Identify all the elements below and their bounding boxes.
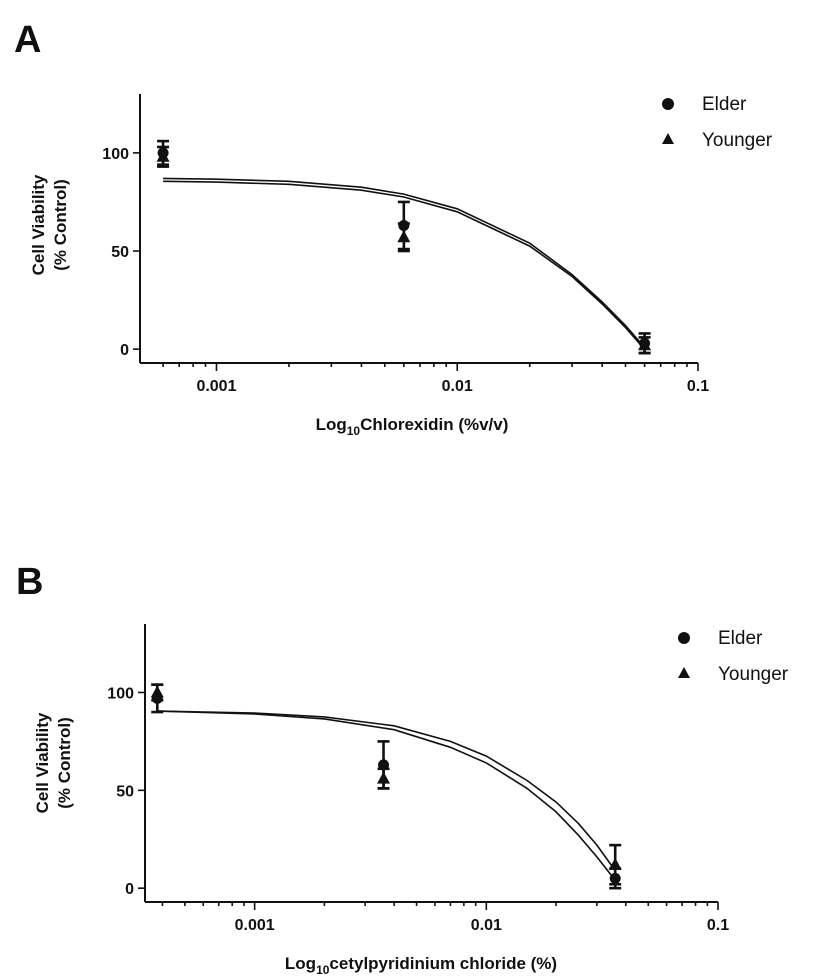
x-axis-title-suffix: cetylpyridinium chloride (%)	[329, 954, 557, 973]
x-axis-title-prefix: Log	[285, 954, 316, 973]
legend-label-younger: Younger	[702, 130, 773, 151]
y-axis-title-line: Cell Viability	[29, 174, 48, 275]
x-axis-title-subscript: 10	[316, 963, 330, 976]
y-axis-title-line: (% Control)	[51, 179, 70, 271]
chart-panel-a: A 0 50 100 0.001 0.01 0.1 Cell Viability (% Cont…	[14, 19, 773, 438]
y-axis-title: Cell Viability (% Control)	[33, 712, 74, 813]
fit-curve-elder	[157, 710, 616, 881]
y-tick-label: 0	[125, 881, 134, 898]
data-point-younger	[397, 230, 411, 243]
fit-curve-younger	[157, 710, 616, 872]
x-axis-title-suffix: Chlorexidin (%v/v)	[360, 415, 508, 434]
x-axis-title-subscript: 10	[347, 424, 361, 438]
x-axis-title: Log10Chlorexidin (%v/v)	[316, 415, 509, 438]
y-tick-label: 50	[111, 244, 129, 261]
x-tick-label: 0.001	[235, 917, 275, 934]
panel-letter: A	[14, 19, 41, 61]
x-axis-title-prefix: Log	[316, 415, 347, 434]
y-tick-label: 100	[102, 146, 129, 163]
data-point-younger	[608, 857, 622, 870]
x-axis-title: Log10cetylpyridinium chloride (%)	[285, 954, 557, 976]
legend-marker-younger	[662, 133, 674, 144]
y-axis-title-line: Cell Viability	[33, 712, 52, 813]
legend-label-younger: Younger	[718, 664, 789, 685]
y-tick-label: 0	[120, 342, 129, 359]
legend-marker-elder	[678, 632, 690, 644]
y-axis-title: Cell Viability (% Control)	[29, 174, 70, 275]
data-point-younger	[638, 338, 652, 351]
legend-marker-younger	[678, 667, 690, 678]
x-tick-label: 0.01	[471, 917, 502, 934]
data-point-younger	[377, 771, 391, 784]
data-point-younger	[150, 685, 164, 698]
x-tick-label: 0.001	[196, 378, 236, 395]
legend-marker-elder	[662, 98, 674, 110]
fit-curve-elder	[163, 177, 642, 344]
x-tick-label: 0.1	[687, 378, 709, 395]
chart-panel-b: B 0 50 100 0.001 0.01 0.1 Cell Viability (% Cont…	[16, 561, 789, 976]
fit-curve-younger	[163, 180, 642, 346]
panel-letter: B	[16, 561, 43, 603]
data-point-younger	[156, 149, 170, 162]
y-axis-title-line: (% Control)	[55, 717, 74, 809]
y-tick-label: 50	[116, 783, 134, 800]
x-tick-label: 0.01	[442, 378, 473, 395]
x-tick-label: 0.1	[707, 917, 729, 934]
legend-label-elder: Elder	[702, 94, 747, 115]
legend-label-elder: Elder	[718, 628, 763, 649]
y-tick-label: 100	[107, 685, 134, 702]
